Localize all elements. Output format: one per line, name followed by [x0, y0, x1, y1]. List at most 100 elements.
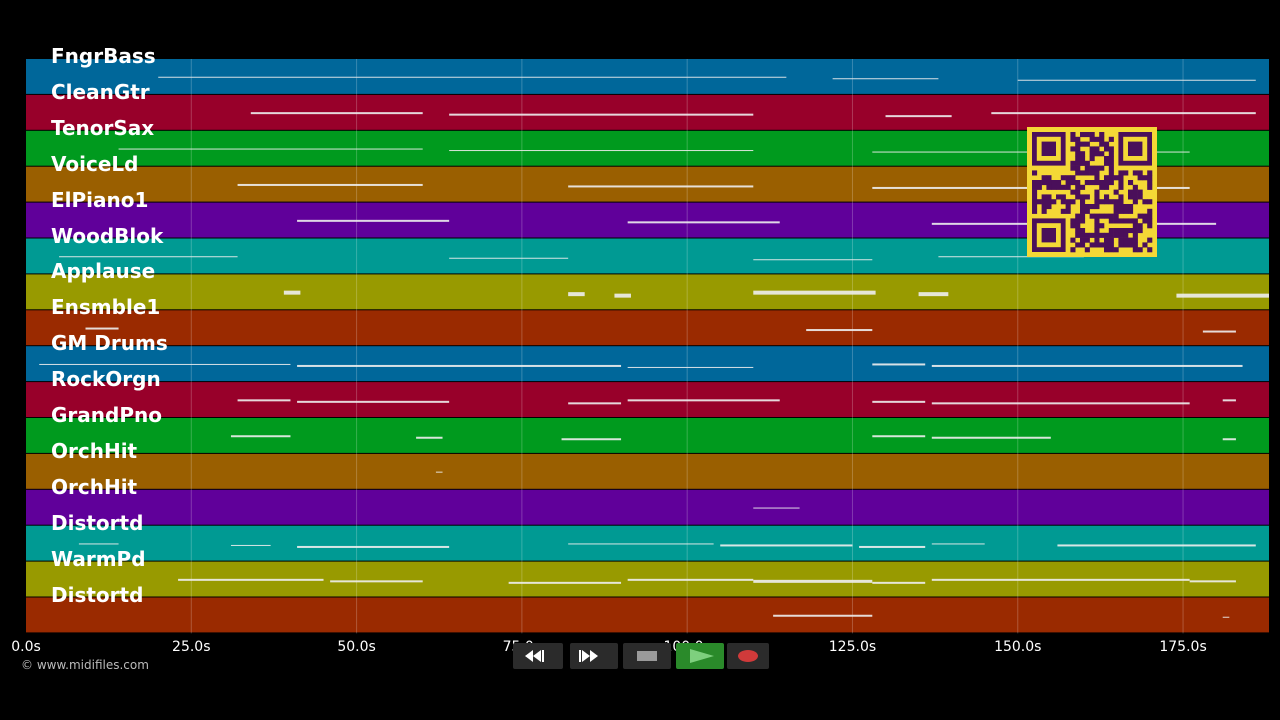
note-block: [931, 402, 1190, 405]
note-block: [614, 293, 631, 298]
note-block: [158, 76, 787, 78]
note-block: [568, 185, 754, 188]
note-block: [1202, 330, 1236, 333]
tick-label: 0.0s: [11, 639, 41, 655]
track-label: CleanGtr: [51, 79, 150, 104]
note-block: [449, 113, 754, 116]
note-block: [872, 400, 926, 403]
note-block: [931, 543, 985, 545]
track-label: OrchHit: [51, 474, 138, 499]
track-lane: [26, 597, 1269, 633]
note-block: [449, 150, 754, 152]
note-block: [753, 290, 876, 295]
track-label: TenorSax: [51, 115, 155, 140]
track-label: Distortd: [51, 510, 144, 535]
note-block: [449, 257, 569, 259]
note-block: [931, 578, 1190, 581]
tick-label: 50.0s: [337, 639, 376, 655]
track-lane: [26, 274, 1269, 310]
track-lane: [26, 489, 1269, 525]
note-block: [627, 221, 780, 224]
note-block: [1017, 79, 1256, 81]
stop-button[interactable]: [623, 643, 671, 669]
tick-label: 125.0s: [828, 639, 877, 655]
note-block: [931, 436, 1051, 439]
track-lane: [26, 310, 1269, 346]
note-block: [931, 364, 1243, 367]
note-block: [297, 219, 450, 222]
record-button[interactable]: [727, 643, 769, 669]
note-block: [435, 471, 443, 473]
note-block: [872, 363, 926, 366]
note-block: [118, 148, 423, 150]
note-block: [885, 115, 952, 118]
track-lane: [26, 525, 1269, 561]
note-block: [1222, 616, 1230, 618]
note-block: [230, 435, 291, 438]
tick-label: 175.0s: [1159, 639, 1207, 655]
note-block: [1222, 399, 1236, 402]
note-block: [773, 614, 873, 617]
note-block: [85, 327, 119, 330]
note-block: [568, 292, 585, 297]
note-block: [832, 78, 939, 80]
note-block: [753, 507, 800, 509]
note-block: [59, 256, 238, 258]
note-block: [508, 581, 622, 584]
note-block: [297, 364, 622, 367]
note-block: [297, 545, 450, 548]
track-label: Applause: [51, 259, 156, 284]
note-block: [250, 112, 423, 115]
note-block: [806, 329, 873, 332]
track-lane: [26, 453, 1269, 489]
note-block: [178, 578, 324, 581]
play-button[interactable]: [676, 643, 724, 669]
note-block: [330, 580, 423, 583]
note-block: [1189, 580, 1236, 583]
note-block: [872, 581, 926, 584]
record-icon: [738, 650, 758, 662]
note-block: [561, 438, 622, 441]
note-block: [938, 256, 1084, 258]
note-block: [297, 400, 450, 403]
track-label: WoodBlok: [51, 223, 164, 248]
note-block: [627, 578, 754, 581]
note-block: [568, 402, 622, 405]
track-label: WarmPd: [51, 546, 146, 571]
track-label: GM Drums: [51, 331, 168, 356]
play-icon: [690, 649, 714, 663]
note-block: [991, 112, 1256, 115]
note-block: [627, 399, 780, 402]
note-block: [1176, 293, 1269, 298]
track-label: VoiceLd: [51, 151, 139, 176]
track-label: Distortd: [51, 582, 144, 607]
rewind-icon: [525, 650, 544, 662]
track-label: ElPiano1: [51, 187, 149, 212]
note-block: [918, 292, 949, 297]
fast-forward-button[interactable]: [570, 643, 618, 669]
track-label: OrchHit: [51, 438, 138, 463]
qr-code-pattern: [1032, 132, 1153, 253]
note-block: [1222, 438, 1236, 441]
stop-icon: [637, 651, 657, 661]
track-label: Ensmble1: [51, 295, 161, 320]
transport-controls: [511, 643, 769, 671]
note-block: [230, 544, 271, 546]
qr-code: [1027, 127, 1157, 257]
note-block: [753, 259, 873, 261]
note-block: [283, 290, 301, 295]
note-block: [39, 363, 291, 365]
note-block: [416, 436, 443, 439]
note-block: [237, 399, 291, 402]
rewind-button[interactable]: [513, 643, 563, 669]
note-block: [720, 544, 853, 547]
copyright-text: © www.midifiles.com: [21, 658, 149, 672]
track-label: RockOrgn: [51, 367, 161, 392]
note-block: [753, 579, 873, 583]
note-block: [1057, 544, 1256, 547]
fast-forward-icon: [579, 650, 598, 662]
note-block: [568, 543, 714, 545]
tick-label: 25.0s: [172, 639, 211, 655]
